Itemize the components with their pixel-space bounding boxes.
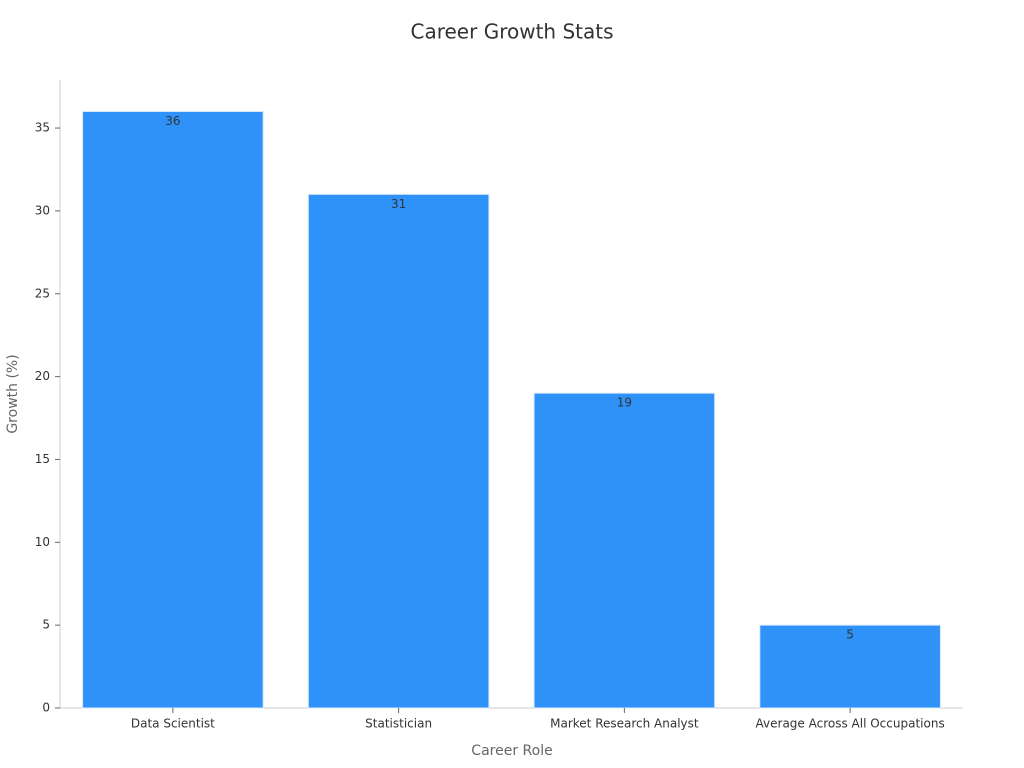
bar	[759, 624, 941, 709]
bar	[533, 392, 716, 709]
chart-title: Career Growth Stats	[411, 20, 614, 44]
data-label: 5	[846, 628, 854, 642]
x-tick-label: Average Across All Occupations	[756, 717, 945, 731]
bar	[82, 110, 264, 709]
data-label: 19	[617, 396, 632, 410]
x-axis-title: Career Role	[471, 743, 552, 759]
y-tick-label: 25	[35, 286, 50, 300]
y-tick-label: 5	[42, 618, 50, 632]
bar	[307, 193, 490, 709]
y-axis-title: Growth (%)	[5, 354, 21, 433]
y-tick-label: 20	[35, 369, 50, 383]
y-tick-label: 30	[35, 203, 50, 217]
x-tick-label: Statistician	[365, 717, 432, 731]
data-label: 36	[165, 114, 180, 128]
y-tick-label: 15	[35, 452, 50, 466]
y-tick-label: 0	[42, 701, 50, 715]
x-tick-label: Market Research Analyst	[550, 717, 699, 731]
y-tick-label: 10	[35, 535, 50, 549]
y-tick-label: 35	[35, 121, 50, 135]
x-tick-label: Data Scientist	[131, 717, 215, 731]
data-label: 31	[391, 197, 406, 211]
